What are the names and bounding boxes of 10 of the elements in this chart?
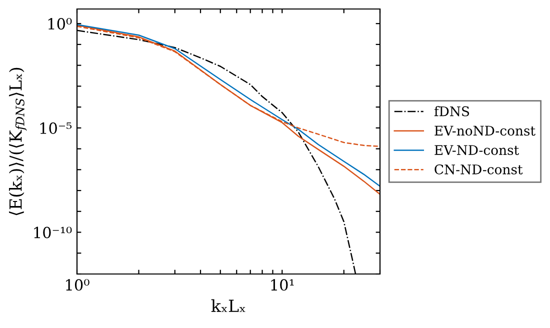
x-axis-title: kₓLₓ [211,299,246,312]
legend-label: fDNS [434,106,470,116]
legend-label: EV-noND-const [434,126,536,136]
legend-label: CN-ND-const [434,164,523,174]
legend-label: EV-ND-const [434,145,519,156]
y-tick-label: 10⁰ [48,18,72,30]
x-tick-label: 10¹ [271,279,294,291]
y-tick-label: 10⁻⁵ [40,122,72,134]
y-tick-label: 10⁻¹⁰ [34,226,72,238]
y-axis-title: ⟨E(kₓ)⟩/(⟨K$_{fDNS}$⟩Lₓ) [8,68,27,216]
